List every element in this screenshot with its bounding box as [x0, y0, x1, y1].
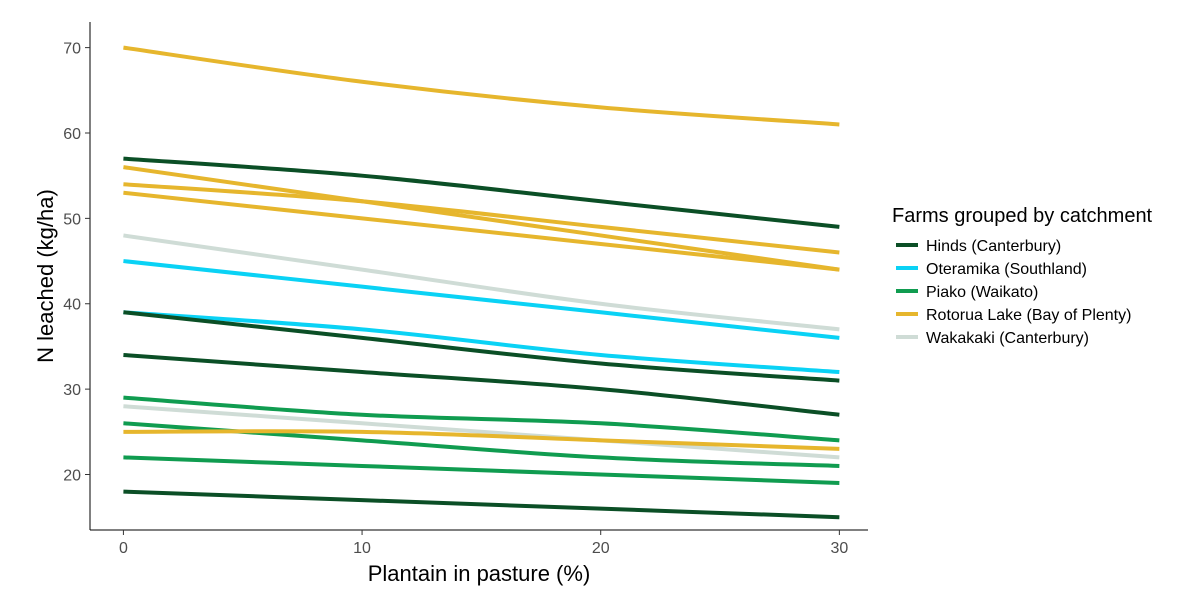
series-line-4 — [123, 310, 840, 375]
plot-area — [123, 45, 840, 520]
series-line-16 — [123, 489, 840, 520]
series-line-12 — [123, 429, 840, 451]
tick-labels: 0 10 20 30 20 30 40 50 60 70 — [63, 41, 848, 557]
series-line-5 — [123, 395, 840, 443]
series-line-3 — [123, 259, 840, 340]
series-line-14 — [123, 310, 840, 383]
x-tick-label: 10 — [353, 540, 371, 557]
y-tick-label: 20 — [63, 468, 81, 485]
legend: Farms grouped by catchment Hinds (Canter… — [892, 205, 1153, 347]
series-line-13 — [123, 156, 840, 229]
y-tick-label: 70 — [63, 41, 81, 58]
y-tick-label: 60 — [63, 126, 81, 143]
legend-label: Rotorua Lake (Bay of Plenty) — [926, 307, 1131, 324]
y-tick-label: 50 — [63, 211, 81, 228]
series-line-11 — [123, 190, 840, 272]
x-tick-label: 0 — [119, 540, 128, 557]
y-tick-label: 40 — [63, 297, 81, 314]
series-line-8 — [123, 45, 840, 127]
legend-title: Farms grouped by catchment — [892, 205, 1153, 227]
series-line-10 — [123, 182, 840, 255]
y-axis-label: N leached (kg/ha) — [33, 189, 58, 363]
x-tick-label: 20 — [592, 540, 610, 557]
legend-label: Wakakaki (Canterbury) — [926, 330, 1089, 347]
x-tick-label: 30 — [830, 540, 848, 557]
series-line-7 — [123, 455, 840, 486]
series-line-15 — [123, 352, 840, 417]
series-line-9 — [123, 165, 840, 272]
legend-label: Oteramika (Southland) — [926, 261, 1087, 278]
axes — [85, 22, 868, 535]
x-axis-label: Plantain in pasture (%) — [368, 561, 591, 586]
series-line-2 — [123, 404, 840, 460]
legend-label: Piako (Waikato) — [926, 284, 1038, 301]
series-line-1 — [123, 233, 840, 332]
y-tick-label: 30 — [63, 382, 81, 399]
legend-label: Hinds (Canterbury) — [926, 238, 1061, 255]
